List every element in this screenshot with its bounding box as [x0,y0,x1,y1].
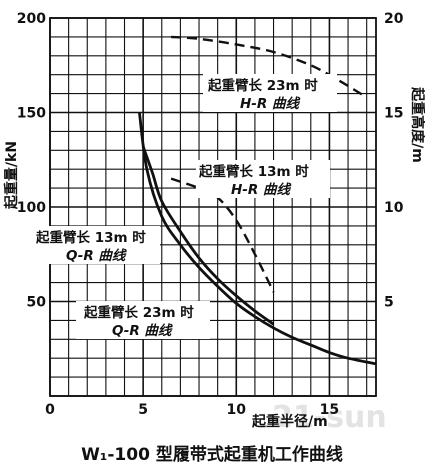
annotation-13m-hr-line1: 起重臂长 13m 时 [198,163,309,180]
y-right-axis-title: 起重高度/m [409,86,425,163]
hr-curve-3 [171,35,368,99]
x-tick-label: 5 [138,402,148,418]
chart-title: W₁-100 型履带式起重机工作曲线 [81,444,343,465]
annotation-23m-qr-line2: Q-R 曲线 [112,323,173,339]
annotation-23m-qr: 起重臂长 23m 时 Q-R 曲线 [76,301,210,339]
annotation-23m-qr-line1: 起重臂长 23m 时 [83,304,194,321]
y-left-tick-label: 150 [17,106,46,122]
qr-curve-0 [138,112,377,366]
annotation-23m-hr-line1: 起重臂长 23m 时 [207,77,318,94]
y-right-tick-label: 20 [384,11,404,27]
plot-frame [49,17,377,397]
tick-labels: 0 5 10 15 50 100 150 200 5 10 15 20 [17,11,404,418]
hr-curve-2 [170,177,275,293]
qr-curve-1 [141,146,275,326]
y-left-tick-label: 100 [17,200,46,216]
y-right-tick-label: 15 [384,106,403,122]
y-right-tick-label: 10 [384,200,404,216]
y-right-tick-label: 5 [384,295,394,311]
series-group [138,35,377,366]
annotation-23m-hr: 起重臂长 23m 时 H-R 曲线 [203,74,337,112]
x-axis-title: 起重半径/m [251,413,328,430]
x-tick-label: 10 [227,402,247,418]
watermark: 21-sun [272,400,387,435]
x-tick-label: 0 [45,402,55,418]
annotation-13m-hr-line2: H-R 曲线 [231,182,291,198]
annotation-13m-qr-line1: 起重臂长 13m 时 [35,229,146,246]
annotation-13m-qr-line2: Q-R 曲线 [66,248,127,264]
y-left-tick-label: 50 [27,295,47,311]
y-left-tick-label: 200 [17,11,46,27]
annotation-13m-hr: 起重臂长 13m 时 H-R 曲线 [196,160,330,198]
annotation-23m-hr-line2: H-R 曲线 [240,96,300,112]
y-left-axis-title: 起重量/kN [3,141,20,210]
annotation-13m-qr: 起重臂长 13m 时 Q-R 曲线 [32,226,160,264]
x-tick-label: 15 [320,402,339,418]
